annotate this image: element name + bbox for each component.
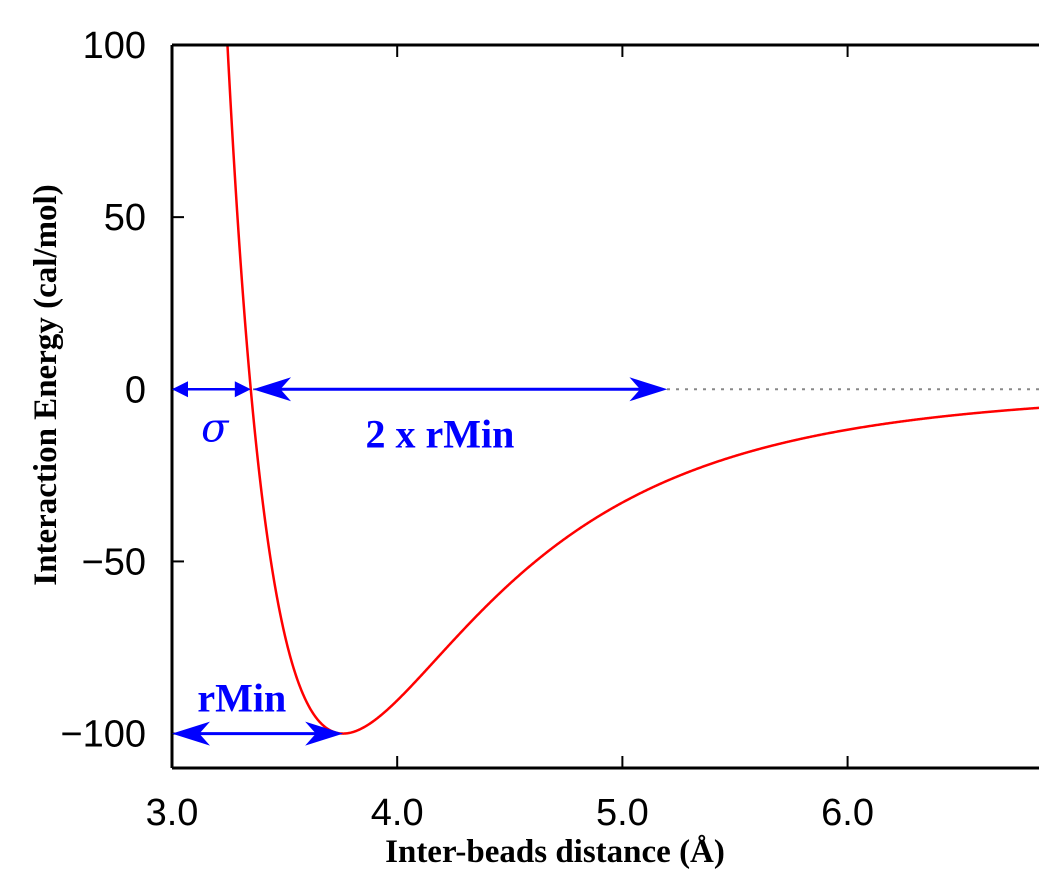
x-tick-label: 5.0 — [596, 792, 649, 834]
sigma-arrow-head-right — [234, 381, 251, 398]
two-rmin-arrow-head-left — [253, 377, 292, 402]
y-tick-label: −50 — [82, 541, 146, 583]
y-tick-label: −100 — [60, 714, 146, 756]
y-tick-label: 100 — [83, 25, 146, 67]
two-rmin-arrow — [253, 377, 668, 402]
two-rmin-label: 2 x rMin — [366, 411, 515, 456]
two-rmin-arrow-head-right — [629, 377, 668, 402]
rmin-arrow — [172, 721, 344, 746]
x-axis-title: Inter-beads distance (Å) — [385, 834, 725, 870]
x-tick-label: 4.0 — [371, 792, 424, 834]
sigma-arrow — [172, 381, 251, 398]
rmin-arrow-head-left — [172, 721, 210, 746]
rmin-label: rMin — [197, 676, 286, 721]
y-tick-label: 0 — [125, 369, 146, 411]
series-line-0 — [226, 44, 1039, 735]
rmin-arrow-head-right — [305, 721, 344, 746]
sigma-label: σ — [201, 405, 230, 451]
sigma-arrow-head-left — [172, 381, 188, 398]
y-axis-title: Interaction Energy (cal/mol) — [28, 184, 64, 585]
x-tick-label: 3.0 — [146, 792, 199, 834]
y-tick-label: 50 — [104, 197, 146, 239]
x-tick-label: 6.0 — [821, 792, 874, 834]
